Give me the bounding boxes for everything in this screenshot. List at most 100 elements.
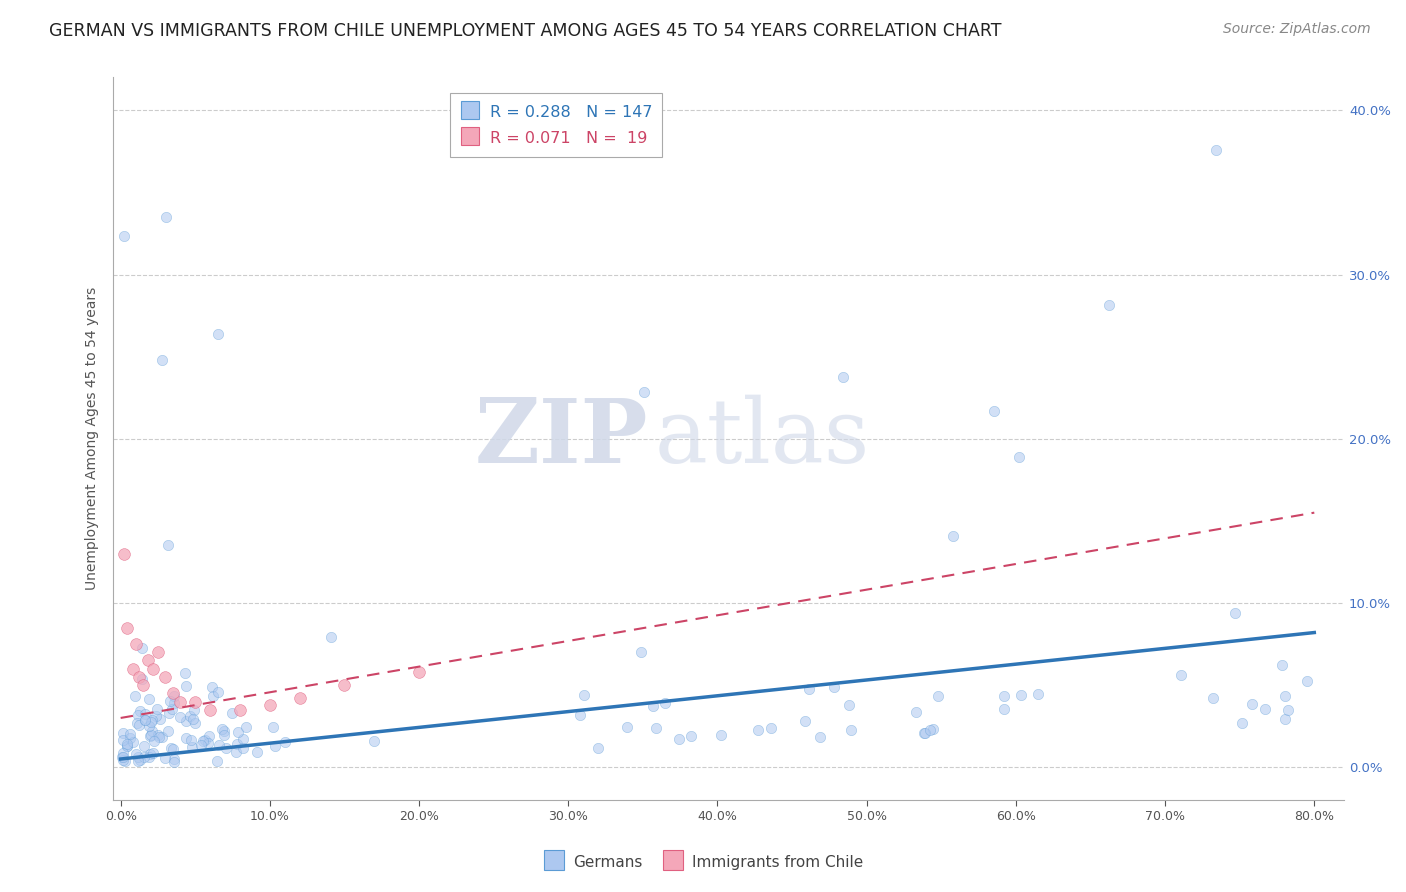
Point — [288, 691, 311, 706]
Point — [179, 709, 201, 723]
Point — [122, 735, 145, 749]
Point — [226, 725, 249, 739]
Point — [1028, 687, 1050, 701]
Point — [1271, 657, 1294, 672]
Point — [127, 708, 149, 723]
Point — [138, 719, 160, 733]
Point — [912, 725, 935, 739]
Point — [1253, 702, 1275, 716]
Legend: R = 0.288   N = 147, R = 0.071   N =  19: R = 0.288 N = 147, R = 0.071 N = 19 — [450, 93, 662, 157]
Point — [208, 738, 231, 752]
Point — [246, 745, 269, 759]
Text: ZIP: ZIP — [475, 395, 648, 483]
Point — [159, 694, 181, 708]
Point — [191, 734, 214, 748]
Point — [235, 720, 257, 734]
Point — [115, 621, 138, 635]
Point — [201, 689, 224, 703]
Point — [927, 690, 949, 704]
Point — [654, 696, 676, 710]
Point — [808, 730, 831, 744]
Point — [225, 737, 247, 751]
Point — [142, 746, 165, 760]
Point — [616, 720, 638, 734]
Point — [115, 737, 138, 751]
Point — [127, 754, 149, 768]
Point — [198, 703, 221, 717]
Point — [128, 670, 150, 684]
Point — [169, 694, 191, 708]
Point — [115, 739, 138, 753]
Point — [160, 741, 183, 756]
Point — [1201, 691, 1223, 706]
Point — [942, 528, 965, 542]
Point — [156, 538, 179, 552]
Point — [221, 706, 243, 721]
Legend: Germans, Immigrants from Chile: Germans, Immigrants from Chile — [537, 847, 869, 877]
Point — [1230, 716, 1253, 731]
Point — [174, 714, 197, 729]
Point — [679, 729, 702, 743]
Point — [111, 750, 134, 764]
Point — [832, 369, 855, 384]
Text: Source: ZipAtlas.com: Source: ZipAtlas.com — [1223, 22, 1371, 37]
Point — [633, 384, 655, 399]
Point — [225, 745, 247, 759]
Point — [569, 707, 592, 722]
Point — [163, 756, 186, 770]
Point — [993, 702, 1015, 716]
Point — [129, 753, 152, 767]
Point — [207, 685, 229, 699]
Point — [111, 732, 134, 747]
Point — [574, 689, 596, 703]
Point — [138, 749, 160, 764]
Point — [1098, 297, 1121, 311]
Point — [134, 713, 156, 727]
Point — [163, 690, 186, 704]
Point — [1010, 688, 1032, 702]
Point — [201, 680, 224, 694]
Point — [155, 670, 177, 684]
Y-axis label: Unemployment Among Ages 45 to 54 years: Unemployment Among Ages 45 to 54 years — [86, 287, 100, 591]
Point — [125, 715, 148, 730]
Point — [181, 739, 204, 754]
Point — [823, 680, 845, 694]
Point — [205, 754, 228, 768]
Point — [232, 740, 254, 755]
Point — [142, 662, 165, 676]
Point — [139, 747, 162, 761]
Point — [363, 734, 385, 748]
Point — [150, 353, 173, 368]
Point — [921, 723, 943, 737]
Point — [136, 653, 159, 667]
Point — [1007, 450, 1029, 464]
Point — [586, 741, 609, 756]
Point — [115, 739, 138, 754]
Point — [141, 723, 163, 738]
Point — [155, 210, 177, 224]
Point — [408, 665, 430, 679]
Point — [111, 746, 134, 760]
Point — [114, 754, 136, 768]
Point — [319, 630, 342, 644]
Point — [148, 730, 170, 744]
Point — [134, 706, 156, 721]
Point — [668, 731, 690, 746]
Point — [141, 714, 163, 728]
Point — [184, 694, 207, 708]
Point — [124, 637, 146, 651]
Point — [146, 702, 169, 716]
Text: GERMAN VS IMMIGRANTS FROM CHILE UNEMPLOYMENT AMONG AGES 45 TO 54 YEARS CORRELATI: GERMAN VS IMMIGRANTS FROM CHILE UNEMPLOY… — [49, 22, 1001, 40]
Point — [183, 703, 205, 717]
Point — [761, 721, 783, 735]
Point — [149, 712, 172, 726]
Point — [174, 679, 197, 693]
Point — [112, 547, 135, 561]
Point — [157, 724, 180, 739]
Point — [162, 702, 184, 716]
Point — [131, 672, 153, 686]
Point — [1277, 703, 1299, 717]
Point — [111, 754, 134, 768]
Point — [131, 640, 153, 655]
Point — [920, 723, 942, 737]
